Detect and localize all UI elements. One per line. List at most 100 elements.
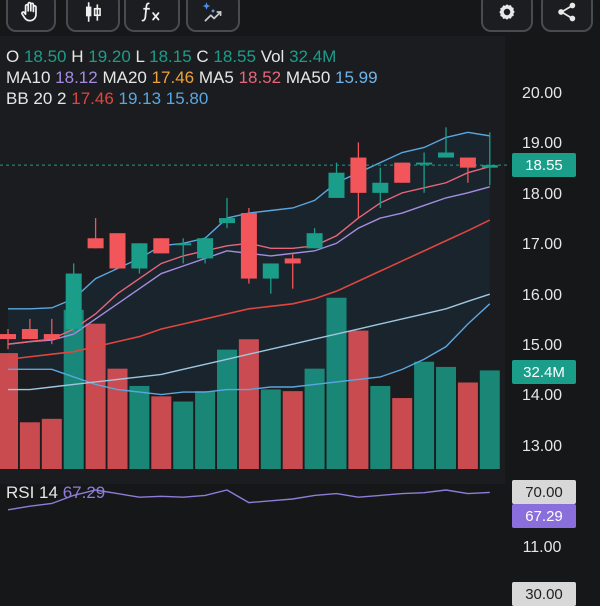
candle-body	[0, 334, 16, 340]
open-value: 18.50	[23, 47, 67, 66]
bb-lower-line	[8, 303, 491, 396]
toolbar	[0, 0, 600, 36]
bb-mid-value: 17.46	[71, 89, 114, 108]
candle-body	[219, 218, 235, 224]
y-tick-label: 14.00	[522, 387, 562, 404]
ma5-value: 18.52	[238, 68, 282, 87]
close-label: C	[196, 47, 209, 66]
chart-type-button[interactable]	[66, 0, 120, 32]
volume-bar	[392, 398, 413, 469]
volume-bar	[479, 370, 500, 469]
candle-body	[87, 238, 104, 249]
ohlc-row: O 18.50 H 19.20 L 18.15 C 18.55 Vol 32.4…	[6, 46, 378, 67]
high-label: H	[71, 47, 84, 66]
candle-body	[284, 258, 301, 264]
rsi-label: RSI 14	[6, 483, 58, 502]
volume-bar	[41, 418, 62, 469]
volume-bar	[370, 385, 391, 469]
volume-bar	[0, 353, 18, 469]
ma20-value: 17.46	[151, 68, 195, 87]
volume-bar	[436, 366, 456, 469]
y-tick-label: 15.00	[522, 337, 562, 354]
candlestick-icon	[85, 2, 101, 22]
candle-body	[459, 157, 476, 168]
candle-body	[350, 157, 367, 193]
candle-body	[306, 233, 323, 249]
rsi-70-label: 70.00	[512, 480, 576, 504]
volume-bar	[414, 361, 435, 469]
bb-label: BB 20 2	[6, 89, 67, 108]
ma10-value: 18.12	[55, 68, 98, 87]
volume-bar	[85, 323, 106, 469]
low-value: 18.15	[149, 47, 192, 66]
volume-bar	[195, 391, 216, 469]
candle-body	[240, 213, 257, 279]
volume-price-label: 32.4M	[512, 360, 576, 384]
volume-bar	[282, 391, 303, 469]
candle-body	[175, 243, 192, 246]
share-icon	[558, 2, 576, 22]
volume-label: Vol	[260, 47, 285, 66]
candle-body	[197, 238, 214, 259]
high-value: 19.20	[88, 47, 131, 66]
last-price-label: 18.55	[512, 153, 576, 177]
y-tick-label: 18.00	[522, 186, 562, 203]
bb-lower-value: 15.80	[165, 89, 209, 108]
volume-bar	[457, 382, 478, 469]
rsi-legend: RSI 14 67.29	[6, 483, 105, 503]
volume-bar	[63, 309, 84, 469]
candle-body	[131, 243, 148, 269]
candle-body	[153, 238, 170, 254]
settings-button[interactable]	[481, 0, 533, 32]
drawing-tools-icon	[202, 2, 222, 22]
gear-icon	[499, 4, 515, 20]
drawing-tools-button[interactable]	[186, 0, 240, 32]
candle-body	[21, 329, 38, 340]
y-tick-label: 19.00	[522, 135, 562, 152]
hand-gesture-button[interactable]	[6, 0, 56, 32]
rsi-30-label: 30.00	[512, 582, 576, 606]
volume-value: 32.4M	[289, 47, 337, 66]
indicator-legend: O 18.50 H 19.20 L 18.15 C 18.55 Vol 32.4…	[6, 46, 378, 109]
volume-bar	[19, 422, 40, 469]
y-tick-label: 13.00	[522, 438, 562, 455]
candle-body	[328, 172, 345, 198]
candle-body	[481, 165, 498, 168]
ma50-label: MA50	[285, 68, 331, 87]
bb-upper-value: 19.13	[118, 89, 162, 108]
volume-bar	[107, 368, 128, 469]
hand-gesture-icon	[21, 1, 37, 22]
ma50-line	[8, 293, 491, 391]
y-tick-label: 16.00	[522, 287, 562, 304]
candle-body	[262, 263, 279, 279]
open-label: O	[6, 47, 20, 66]
ma50-value: 15.99	[335, 68, 378, 87]
ma20-line	[7, 219, 491, 361]
share-button[interactable]	[541, 0, 593, 32]
candle-body	[438, 152, 454, 158]
candle-body	[43, 334, 60, 340]
volume-bar	[217, 349, 237, 469]
low-label: L	[135, 47, 145, 66]
volume-bar	[173, 401, 194, 469]
volume-bar	[304, 368, 325, 469]
volume-bar	[129, 385, 150, 469]
volume-bar	[238, 339, 259, 469]
indicator-function-icon	[141, 2, 160, 22]
y-tick-label: 17.00	[522, 236, 562, 253]
rsi-line	[7, 489, 490, 511]
volume-bar	[348, 330, 369, 469]
indicators-button[interactable]	[124, 0, 180, 32]
ma5-label: MA5	[198, 68, 234, 87]
bb-row: BB 20 2 17.46 19.13 15.80	[6, 88, 378, 109]
ma-row: MA10 18.12 MA20 17.46 MA5 18.52 MA50 15.…	[6, 67, 378, 88]
close-value: 18.55	[213, 47, 256, 66]
y-tick-label: 11.00	[523, 539, 562, 556]
ma20-label: MA20	[102, 68, 147, 87]
candle-body	[65, 273, 82, 330]
rsi-value: 67.29	[62, 483, 106, 502]
candle-body	[372, 182, 389, 193]
y-tick-label: 20.00	[522, 85, 562, 102]
